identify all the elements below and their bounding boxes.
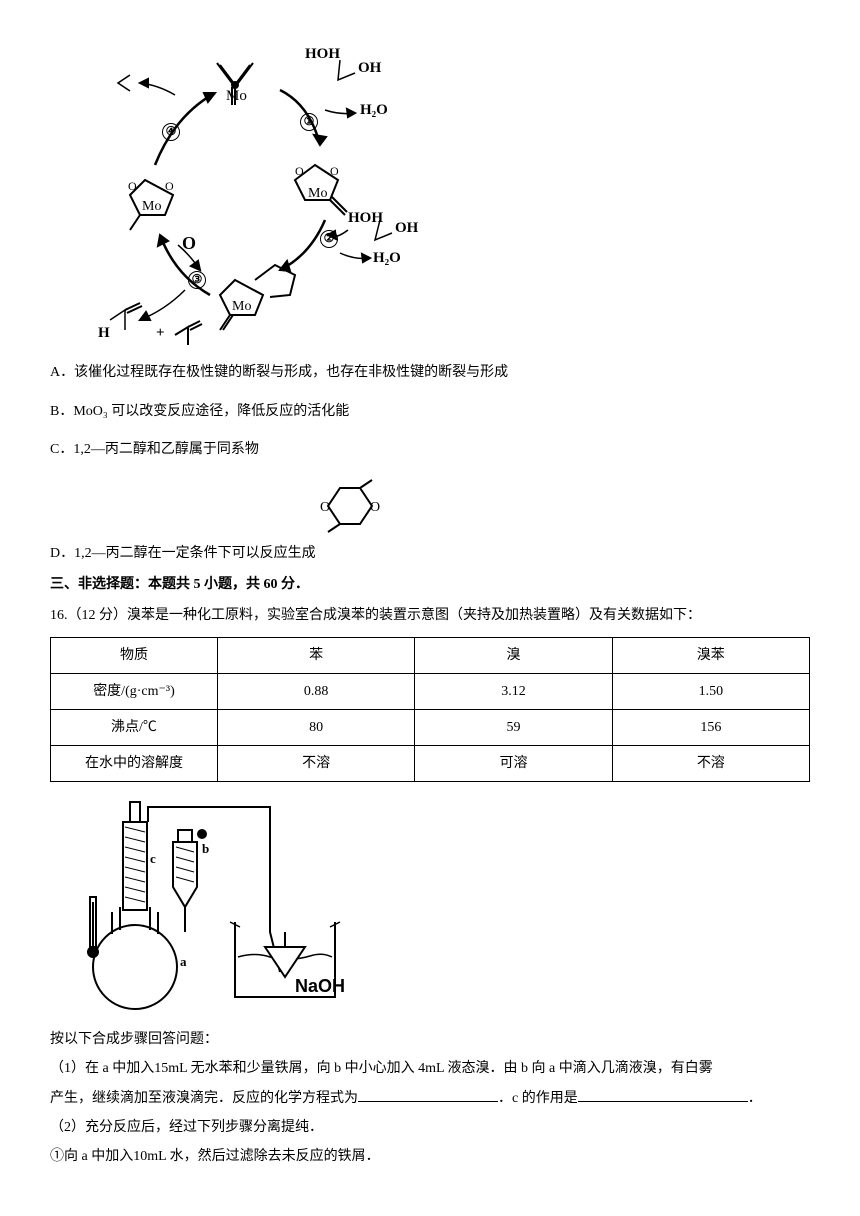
svg-text:O: O: [128, 179, 137, 193]
row-bp-label: 沸点/℃: [51, 709, 218, 745]
step-2a: ①向 a 中加入10mL 水，然后过滤除去未反应的铁屑．: [50, 1144, 810, 1169]
th-bromine: 溴: [415, 637, 612, 673]
step-1: ①: [300, 113, 318, 131]
reaction-scheme-diagram: Mo Mo O O: [80, 35, 420, 355]
option-b: B．MoO₃ 可以改变反应途径，降低反应的活化能: [50, 399, 810, 426]
cell: 80: [217, 709, 414, 745]
blank-equation: [358, 1088, 498, 1102]
table-header-row: 物质 苯 溴 溴苯: [51, 637, 810, 673]
cell: 3.12: [415, 673, 612, 709]
step-3: ③: [188, 271, 206, 289]
step-2: （2）充分反应后，经过下列步骤分离提纯．: [50, 1115, 810, 1140]
option-d-structure: O O: [310, 476, 810, 545]
svg-text:O: O: [320, 500, 330, 515]
label-h2o-2: H₂O: [373, 245, 401, 272]
cell: 0.88: [217, 673, 414, 709]
cell: 156: [612, 709, 809, 745]
cell: 59: [415, 709, 612, 745]
table-row: 在水中的溶解度 不溶 可溶 不溶: [51, 746, 810, 782]
label-a: a: [180, 950, 187, 973]
step-1a: （1）在 a 中加入15mL 无水苯和少量铁屑，向 b 中小心加入 4mL 液态…: [50, 1056, 810, 1081]
th-substance: 物质: [51, 637, 218, 673]
table-row: 沸点/℃ 80 59 156: [51, 709, 810, 745]
cell: 不溶: [217, 746, 414, 782]
properties-table: 物质 苯 溴 溴苯 密度/(g·cm⁻³) 0.88 3.12 1.50 沸点/…: [50, 637, 810, 783]
apparatus-diagram: a b c NaOH: [70, 792, 370, 1022]
label-h2o-1: H₂O: [360, 97, 388, 124]
row-sol-label: 在水中的溶解度: [51, 746, 218, 782]
label-aldehyde-h: H: [98, 320, 110, 347]
label-o-left: O: [182, 227, 196, 259]
svg-text:O: O: [370, 500, 380, 515]
option-d: D．1,2—丙二醇在一定条件下可以反应生成: [50, 541, 316, 566]
cell: 不溶: [612, 746, 809, 782]
svg-text:Mo: Mo: [308, 186, 327, 201]
cell: 1.50: [612, 673, 809, 709]
svg-text:Mo: Mo: [232, 299, 251, 314]
label-plus: +: [156, 320, 165, 347]
label-hoh-top: HOH: [305, 41, 340, 68]
label-b: b: [202, 837, 209, 860]
svg-text:O: O: [165, 179, 174, 193]
cell: 可溶: [415, 746, 612, 782]
th-bromobenzene: 溴苯: [612, 637, 809, 673]
svg-text:O: O: [295, 164, 304, 178]
th-benzene: 苯: [217, 637, 414, 673]
label-naoh: NaOH: [295, 970, 345, 1002]
step-2: ②: [320, 230, 338, 248]
option-c: C．1,2—丙二醇和乙醇属于同系物: [50, 437, 810, 464]
label-hoh-mid: HOH: [348, 205, 383, 232]
row-density-label: 密度/(g·cm⁻³): [51, 673, 218, 709]
label-oh-mid: OH: [395, 215, 418, 242]
q16-intro: 16.（12 分）溴苯是一种化工原料，实验室合成溴苯的装置示意图（夹持及加热装置…: [50, 603, 810, 628]
section-3-header: 三、非选择题：本题共 5 小题，共 60 分．: [50, 572, 810, 597]
svg-text:Mo: Mo: [142, 199, 161, 214]
steps-intro: 按以下合成步骤回答问题：: [50, 1027, 810, 1052]
blank-c-function: [578, 1088, 748, 1102]
option-a: A．该催化过程既存在极性键的断裂与形成，也存在非极性键的断裂与形成: [50, 360, 810, 387]
step-1b: 产生，继续滴加至液溴滴完．反应的化学方程式为．c 的作用是．: [50, 1086, 810, 1111]
svg-text:Mo: Mo: [226, 88, 247, 104]
step-4: ④: [162, 123, 180, 141]
table-row: 密度/(g·cm⁻³) 0.88 3.12 1.50: [51, 673, 810, 709]
svg-text:O: O: [330, 164, 339, 178]
label-c: c: [150, 847, 156, 870]
label-oh-top: OH: [358, 55, 381, 82]
